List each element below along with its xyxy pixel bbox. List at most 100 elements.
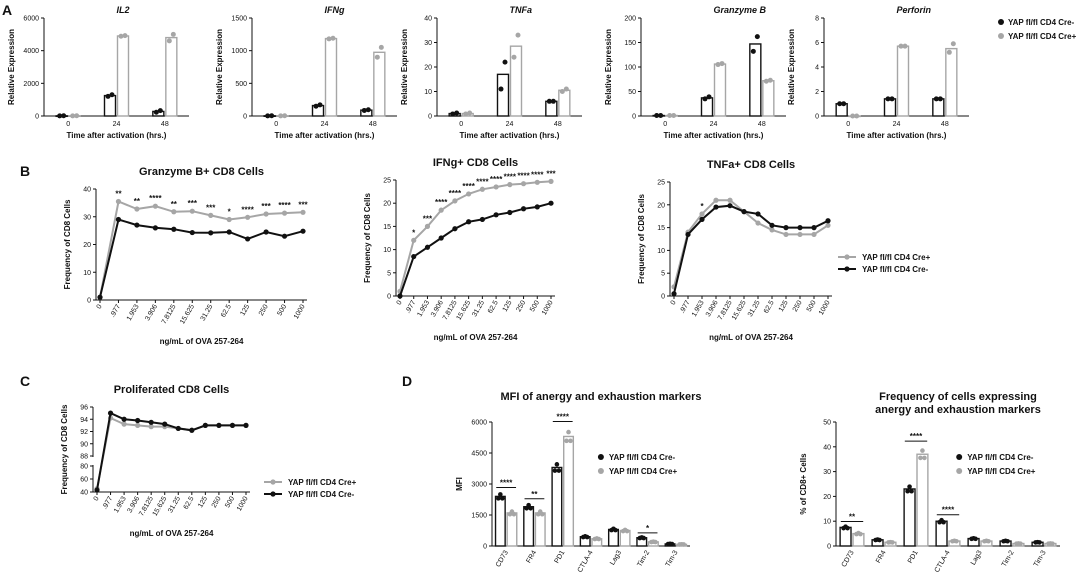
data-point [74, 113, 80, 119]
y-tick-label: 10 [424, 89, 432, 96]
y-tick-label: 4 [815, 65, 819, 72]
data-point [905, 488, 910, 494]
data-point [769, 227, 775, 233]
data-point [365, 107, 371, 113]
legend-label: YAP fl/fl CD4 Cre+ [862, 253, 931, 262]
bar [494, 495, 506, 547]
bar [116, 35, 130, 117]
y-tick-label: 96 [80, 405, 88, 412]
x-tick-label: 7.8125 [161, 303, 178, 325]
y-axis-label: Frequency of CD8 Cells [363, 193, 372, 283]
data-point [189, 208, 195, 214]
data-point [837, 101, 843, 107]
data-point [552, 468, 558, 473]
y-tick-label: 20 [823, 494, 831, 501]
significance-label: * [228, 208, 232, 217]
data-point [189, 229, 195, 236]
chart-title: Perforin [897, 5, 932, 15]
y-tick-label: 25 [383, 178, 391, 185]
legend-label: YAP fl/fl CD4 Cre- [609, 453, 676, 462]
y-tick-label: 50 [628, 89, 636, 96]
data-point [946, 49, 952, 55]
legend-marker [998, 33, 1004, 39]
data-point [671, 291, 677, 297]
y-tick-label: 150 [624, 40, 636, 47]
data-point [507, 209, 513, 216]
x-tick-label: 1.953 [691, 299, 706, 318]
x-tick-label: .977 [405, 299, 418, 314]
bar [932, 98, 945, 117]
chart-title: TNFa+ CD8 Cells [707, 159, 795, 171]
data-point [281, 233, 288, 239]
data-point [797, 225, 803, 231]
bar [523, 506, 535, 547]
bar [762, 80, 775, 117]
y-tick-label: 500 [235, 81, 247, 88]
data-point [152, 225, 158, 231]
y-tick-label: 2 [815, 89, 819, 96]
significance-label: **** [241, 205, 254, 214]
data-point [811, 225, 817, 231]
data-point [162, 421, 168, 427]
bar [700, 97, 714, 117]
data-point [515, 32, 521, 38]
data-point [107, 410, 114, 416]
y-tick-label: 60 [80, 477, 88, 484]
data-point [424, 244, 431, 250]
data-point [170, 31, 176, 37]
bar [103, 94, 117, 117]
data-point [300, 209, 306, 215]
data-point [850, 113, 856, 119]
series-line [99, 200, 304, 298]
data-point [115, 198, 122, 205]
data-point [563, 86, 569, 92]
data-point [528, 506, 533, 511]
data-point [556, 468, 562, 473]
x-tick-label: CTLA-4 [577, 549, 595, 573]
data-point [1005, 538, 1010, 544]
x-tick-label: 250 [258, 303, 270, 317]
x-tick-label: 24 [113, 121, 121, 128]
data-point [1018, 541, 1023, 546]
data-point [767, 77, 773, 83]
data-point [330, 35, 336, 41]
chart-title: Granzyme B+ CD8 Cells [139, 166, 264, 178]
data-point [918, 455, 923, 461]
y-tick-label: 2000 [23, 81, 39, 88]
y-tick-label: 30 [424, 40, 432, 47]
data-point [229, 422, 236, 428]
data-point [245, 236, 251, 242]
data-point [175, 425, 181, 432]
y-tick-label: 15 [383, 224, 391, 231]
data-point [937, 96, 943, 102]
data-point [397, 293, 403, 299]
x-tick-label: 250 [515, 299, 527, 313]
y-tick-label: 0 [815, 114, 819, 121]
data-point [122, 33, 128, 39]
data-point [566, 429, 571, 435]
chart-title: Proliferated CD8 Cells [114, 384, 230, 396]
bar [916, 453, 929, 547]
y-tick-label: 5 [661, 271, 665, 278]
significance-label: *** [188, 199, 198, 208]
data-point [326, 36, 332, 42]
significance-label: ** [134, 197, 141, 206]
data-point [317, 102, 323, 108]
x-tick-label: .977 [679, 299, 692, 314]
x-tick-label: PD1 [554, 549, 567, 564]
x-axis-label: ng/mL of OVA 257-264 [160, 337, 244, 346]
data-point [727, 197, 733, 203]
y-tick-label: 5 [387, 270, 391, 277]
data-point [498, 492, 503, 497]
x-tick-label: 1000 [236, 495, 250, 512]
x-axis-label: Time after activation (hrs.) [67, 131, 167, 140]
data-point [877, 537, 882, 543]
x-tick-label: 15.625 [179, 303, 196, 325]
y-tick-label: 3000 [471, 482, 487, 489]
chart-title: IFNg [325, 5, 345, 15]
x-tick-label: 24 [321, 121, 329, 128]
y-tick-label: 88 [80, 454, 88, 461]
data-point [890, 540, 895, 545]
data-point [548, 200, 554, 206]
data-point [208, 212, 214, 218]
